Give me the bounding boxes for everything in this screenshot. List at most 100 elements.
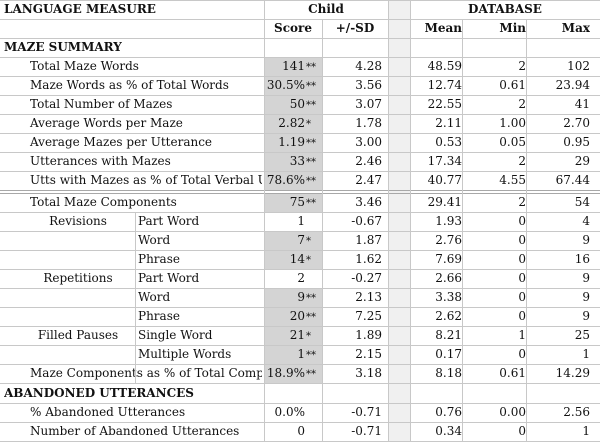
sd-value: 3.00 (355, 135, 382, 149)
table-row: Utts with Mazes as % of Total Verbal Utt… (0, 171, 600, 190)
abandoned-title: ABANDONED UTTERANCES (4, 386, 194, 400)
row-sub-label: Phrase (138, 252, 180, 266)
score-value: 1 (297, 347, 305, 361)
score-cell: 9** (264, 288, 322, 307)
min-value: 2 (518, 154, 526, 168)
mean-value: 8.18 (435, 366, 462, 380)
child-header: Child (308, 2, 344, 16)
max-value: 14.29 (555, 366, 590, 380)
max-header: Max (561, 21, 590, 35)
significance-stars: ** (306, 81, 316, 92)
grid-line (0, 422, 600, 423)
significance-stars: ** (306, 157, 316, 168)
row-label: Total Maze Components (30, 195, 177, 209)
score-cell: 2 (264, 269, 322, 288)
sd-value: -0.27 (351, 271, 382, 285)
mean-value: 8.21 (435, 328, 462, 342)
sd-value: 2.46 (355, 154, 382, 168)
max-value: 9 (582, 233, 590, 247)
row-sub-label: Part Word (138, 214, 200, 228)
table-row: Repetitions Part Word 2 -0.27 2.66 0 9 (0, 269, 600, 288)
max-value: 2.70 (563, 116, 590, 130)
sd-value: 3.46 (355, 195, 382, 209)
significance-stars: ** (306, 369, 316, 380)
max-value: 1 (582, 347, 590, 361)
max-value: 2.56 (563, 405, 590, 419)
min-value: 0.05 (499, 135, 526, 149)
sd-value: -0.71 (351, 424, 382, 438)
sd-header: +/-SD (335, 21, 375, 35)
mean-value: 40.77 (427, 173, 462, 187)
row-group-label (20, 250, 136, 269)
grid-line (388, 0, 389, 442)
grid-line (462, 19, 463, 442)
min-value: 1.00 (499, 116, 526, 130)
score-cell: 14* (264, 250, 322, 269)
min-value: 0 (518, 347, 526, 361)
mean-value: 7.69 (435, 252, 462, 266)
significance-stars: ** (306, 138, 316, 149)
min-value: 1 (518, 328, 526, 342)
max-value: 25 (574, 328, 590, 342)
table-row: Revisions Part Word 1 -0.67 1.93 0 4 (0, 212, 600, 231)
min-value: 0.00 (499, 405, 526, 419)
min-value: 2 (518, 195, 526, 209)
grid-line (0, 383, 600, 384)
max-value: 9 (582, 309, 590, 323)
table-row: Average Mazes per Utterance 1.19** 3.00 0.5… (0, 133, 600, 152)
max-value: 9 (582, 271, 590, 285)
score-cell: 21* (264, 326, 322, 345)
mean-value: 2.66 (435, 271, 462, 285)
score-value: 30.5% (266, 78, 305, 92)
grid-line (0, 152, 600, 153)
mean-value: 3.38 (435, 290, 462, 304)
min-value: 0 (518, 290, 526, 304)
significance-stars: ** (306, 312, 316, 323)
column-separator (388, 0, 410, 442)
score-cell: 0 (264, 422, 322, 441)
mean-header: Mean (424, 21, 462, 35)
row-group-label (20, 345, 136, 364)
sd-value: 2.47 (355, 173, 382, 187)
table-row: Word 7* 1.87 2.76 0 9 (0, 231, 600, 250)
score-cell: 50** (264, 95, 322, 114)
row-label: % Abandoned Utterances (30, 405, 186, 419)
mean-value: 12.74 (427, 78, 462, 92)
mean-value: 0.17 (435, 347, 462, 361)
grid-line (135, 212, 136, 384)
table-row: Word 9** 2.13 3.38 0 9 (0, 288, 600, 307)
min-value: 0 (518, 214, 526, 228)
max-value: 0.95 (563, 135, 590, 149)
score-cell: 1 (264, 212, 322, 231)
grid-line (0, 38, 600, 39)
database-header: DATABASE (468, 2, 542, 16)
mean-value: 2.11 (435, 116, 462, 130)
row-label: Average Mazes per Utterance (30, 135, 213, 149)
row-label: Number of Abandoned Utterances (30, 424, 240, 438)
sd-value: 3.56 (355, 78, 382, 92)
significance-stars: ** (306, 62, 316, 73)
section-abandoned: ABANDONED UTTERANCES (0, 384, 600, 403)
maze-summary-title: MAZE SUMMARY (4, 40, 122, 54)
header-row-2: Score +/-SD Mean Min Max (0, 19, 600, 38)
score-cell: 0.0% (264, 403, 322, 422)
max-value: 67.44 (555, 173, 590, 187)
mean-value: 29.41 (427, 195, 462, 209)
grid-line (0, 171, 600, 172)
row-group-label (20, 288, 136, 307)
row-label: Average Words per Maze (30, 116, 183, 130)
score-cell: 2.82* (264, 114, 322, 133)
min-value: 0.61 (499, 366, 526, 380)
max-value: 1 (582, 424, 590, 438)
score-value: 33 (289, 154, 305, 168)
max-value: 41 (574, 97, 590, 111)
grid-line (264, 0, 265, 442)
grid-line (322, 19, 323, 442)
sd-value: 1.78 (355, 116, 382, 130)
row-sub-label: Word (138, 233, 171, 247)
grid-line (0, 231, 600, 232)
score-value: 14 (289, 252, 305, 266)
min-value: 0 (518, 233, 526, 247)
grid-line (0, 364, 600, 365)
min-value: 0.61 (499, 78, 526, 92)
